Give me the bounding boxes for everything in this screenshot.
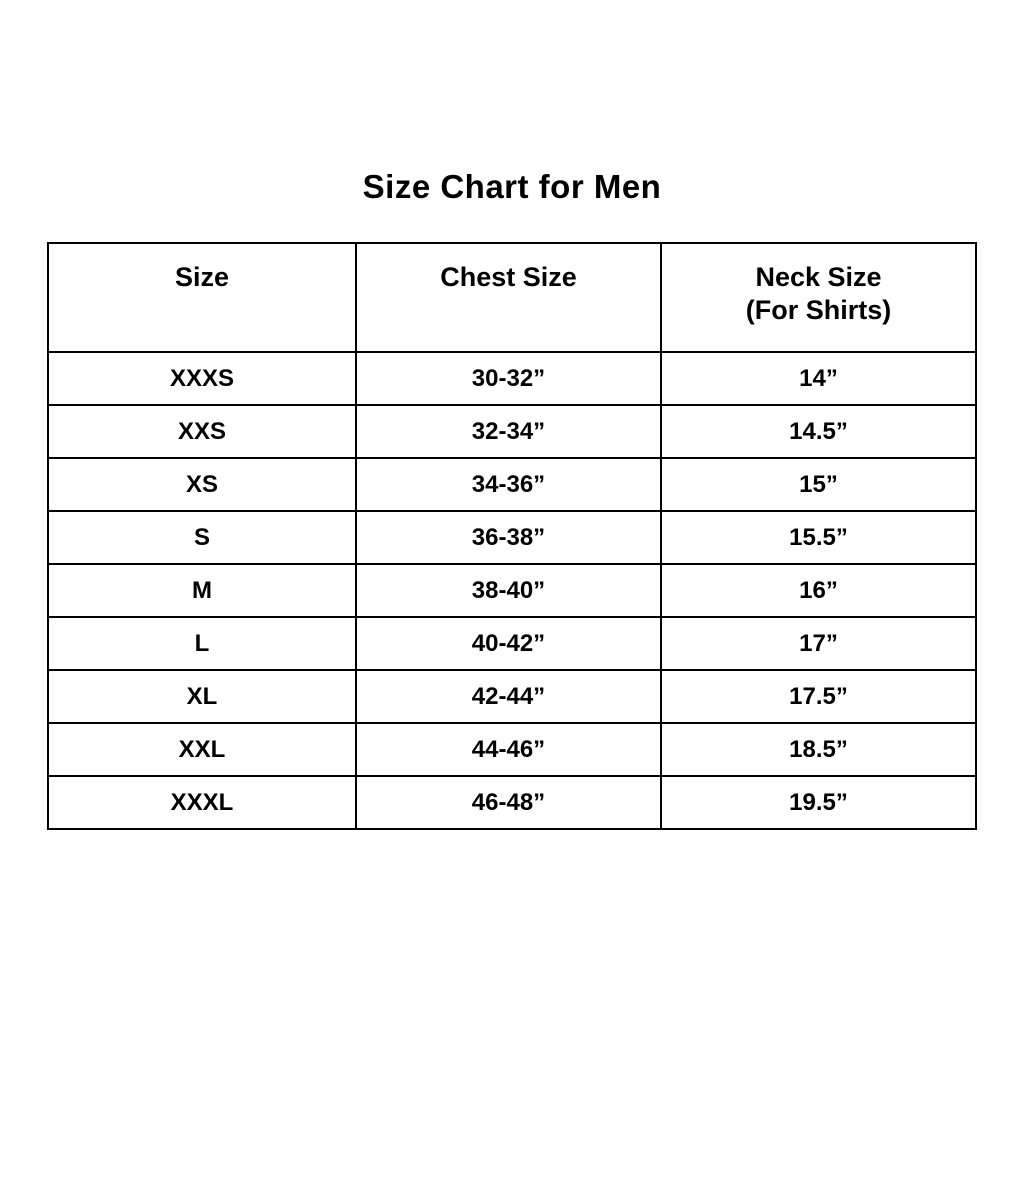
table-row: L 40-42” 17” <box>47 616 977 671</box>
table-cell-chest: 30-32” <box>355 351 662 406</box>
column-header-neck-size-line2: (For Shirts) <box>745 295 892 326</box>
table-cell-size: XS <box>47 457 357 512</box>
table-row: XXXL 46-48” 19.5” <box>47 775 977 830</box>
table-cell-size: XXXL <box>47 775 357 830</box>
table-cell-chest: 38-40” <box>355 563 662 618</box>
table-cell-chest: 42-44” <box>355 669 662 724</box>
table-row: XL 42-44” 17.5” <box>47 669 977 724</box>
table-cell-chest: 36-38” <box>355 510 662 565</box>
header-row: Size Chest Size Neck Size (For Shirts) <box>47 242 977 353</box>
table-cell-neck: 14.5” <box>660 404 977 459</box>
table-cell-size: L <box>47 616 357 671</box>
size-chart-table: Size Chest Size Neck Size (For Shirts) X… <box>47 242 977 830</box>
table-cell-neck: 15.5” <box>660 510 977 565</box>
table-row: XXL 44-46” 18.5” <box>47 722 977 777</box>
table-row: S 36-38” 15.5” <box>47 510 977 565</box>
column-header-size-label: Size <box>174 262 230 292</box>
page-title: Size Chart for Men <box>362 168 662 205</box>
table-cell-chest: 44-46” <box>355 722 662 777</box>
table-cell-size: XXXS <box>47 351 357 406</box>
table-body: XXXS 30-32” 14” XXS 32-34” 14.5” XS 34-3… <box>47 351 977 830</box>
table-cell-neck: 19.5” <box>660 775 977 830</box>
table-cell-chest: 46-48” <box>355 775 662 830</box>
table-cell-neck: 17” <box>660 616 977 671</box>
table-cell-chest: 32-34” <box>355 404 662 459</box>
column-header-chest-size: Chest Size <box>355 242 662 353</box>
table-cell-neck: 16” <box>660 563 977 618</box>
column-header-neck-size: Neck Size (For Shirts) <box>660 242 977 353</box>
table-row: M 38-40” 16” <box>47 563 977 618</box>
column-header-neck-size-line1: Neck Size <box>755 262 882 292</box>
table-cell-size: XXL <box>47 722 357 777</box>
table-row: XXXS 30-32” 14” <box>47 351 977 406</box>
table-header: Size Chest Size Neck Size (For Shirts) <box>47 242 977 353</box>
table-cell-chest: 40-42” <box>355 616 662 671</box>
table-cell-size: XL <box>47 669 357 724</box>
table-cell-neck: 18.5” <box>660 722 977 777</box>
table-cell-neck: 14” <box>660 351 977 406</box>
column-header-size: Size <box>47 242 357 353</box>
column-header-chest-size-label: Chest Size <box>440 262 577 292</box>
table-cell-size: XXS <box>47 404 357 459</box>
table-cell-neck: 15” <box>660 457 977 512</box>
table-row: XS 34-36” 15” <box>47 457 977 512</box>
table-cell-size: S <box>47 510 357 565</box>
table-cell-size: M <box>47 563 357 618</box>
table-cell-neck: 17.5” <box>660 669 977 724</box>
table-row: XXS 32-34” 14.5” <box>47 404 977 459</box>
table-cell-chest: 34-36” <box>355 457 662 512</box>
